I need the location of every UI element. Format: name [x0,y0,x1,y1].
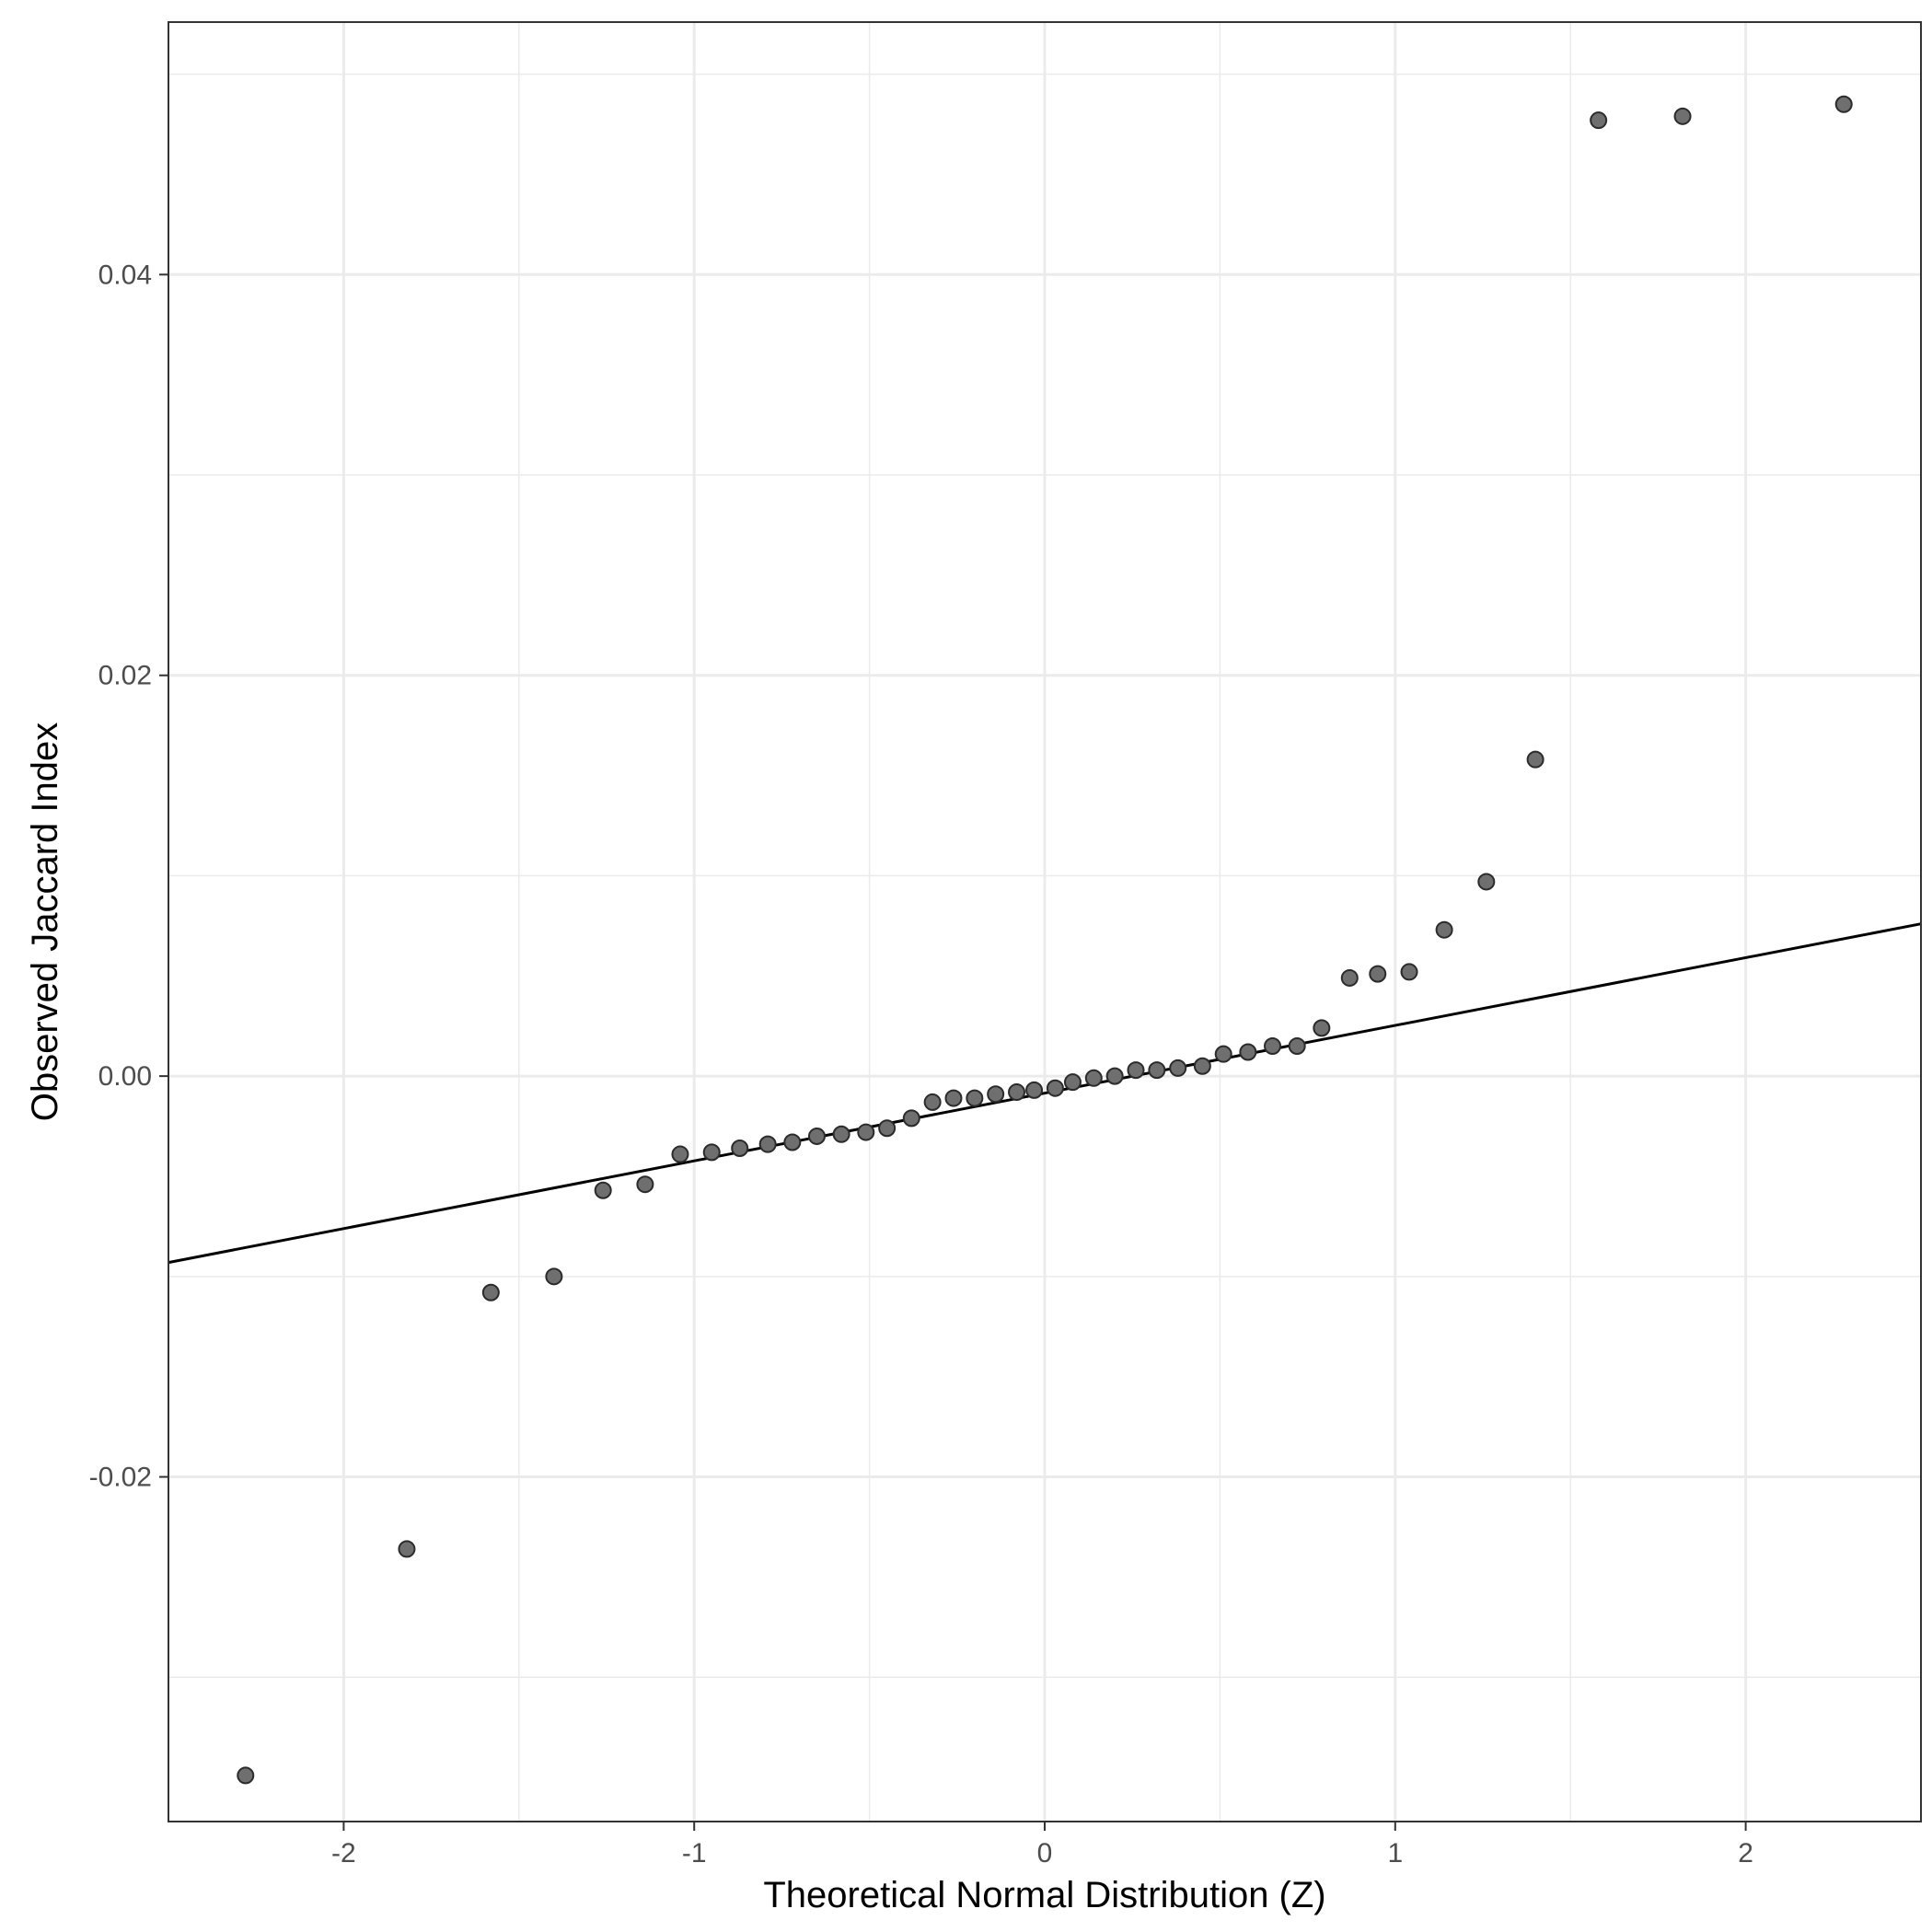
data-point [481,1283,500,1301]
x-tick-label: 1 [1387,1838,1403,1868]
data-point [1008,1083,1026,1102]
x-axis-title: Theoretical Normal Distribution (Z) [763,1875,1325,1915]
x-tick-label: -2 [331,1838,356,1868]
data-point [832,1125,850,1143]
data-point [966,1089,984,1107]
data-point [944,1089,963,1107]
y-axis-title: Observed Jaccard Index [25,723,65,1122]
data-point [783,1133,802,1151]
x-tick-label: -1 [682,1838,707,1868]
data-point [1193,1057,1211,1075]
reference-line-layer [168,922,1922,1265]
data-point [1673,107,1692,125]
data-point [731,1140,749,1158]
data-point [1834,95,1853,113]
data-point [1046,1079,1064,1097]
data-point [1435,920,1453,939]
data-point [1169,1059,1187,1077]
data-point [1127,1061,1145,1080]
data-point [923,1093,942,1111]
data-point [987,1085,1005,1104]
y-tick-label: -0.02 [89,1463,152,1493]
data-point [1105,1067,1124,1085]
data-point [878,1119,897,1138]
data-point [636,1175,654,1194]
data-point [398,1540,416,1558]
x-axis: -2 -1 0 1 2 [331,1822,1753,1868]
y-tick-label: 0.04 [98,260,152,290]
x-tick-label: 2 [1738,1838,1753,1868]
data-point [1264,1036,1282,1055]
y-axis: -0.02 0.00 0.02 0.04 [89,260,168,1493]
data-point [702,1143,721,1162]
data-point [1025,1081,1044,1099]
data-point [758,1135,777,1153]
data-point [594,1181,612,1199]
reference-line [168,922,1922,1265]
data-point [1214,1045,1232,1063]
data-point [902,1109,920,1128]
data-point [545,1267,563,1286]
data-point [237,1766,255,1785]
data-point [1340,968,1359,987]
data-point [1477,873,1496,891]
data-point [1369,965,1387,983]
y-tick-label: 0.00 [98,1061,152,1092]
y-tick-label: 0.02 [98,661,152,691]
data-point [1313,1019,1331,1037]
x-tick-label: 0 [1037,1838,1053,1868]
data-point [1590,111,1608,130]
data-point [1084,1069,1103,1087]
data-point [1063,1073,1082,1092]
data-point [1288,1036,1306,1055]
major-gridlines [168,22,1921,1822]
data-point [857,1123,875,1141]
data-point [1239,1043,1257,1061]
data-point [671,1145,689,1163]
data-point [1526,750,1544,769]
data-points [237,95,1853,1785]
data-point [807,1127,826,1145]
data-point [1148,1061,1166,1080]
data-point [1400,963,1418,981]
